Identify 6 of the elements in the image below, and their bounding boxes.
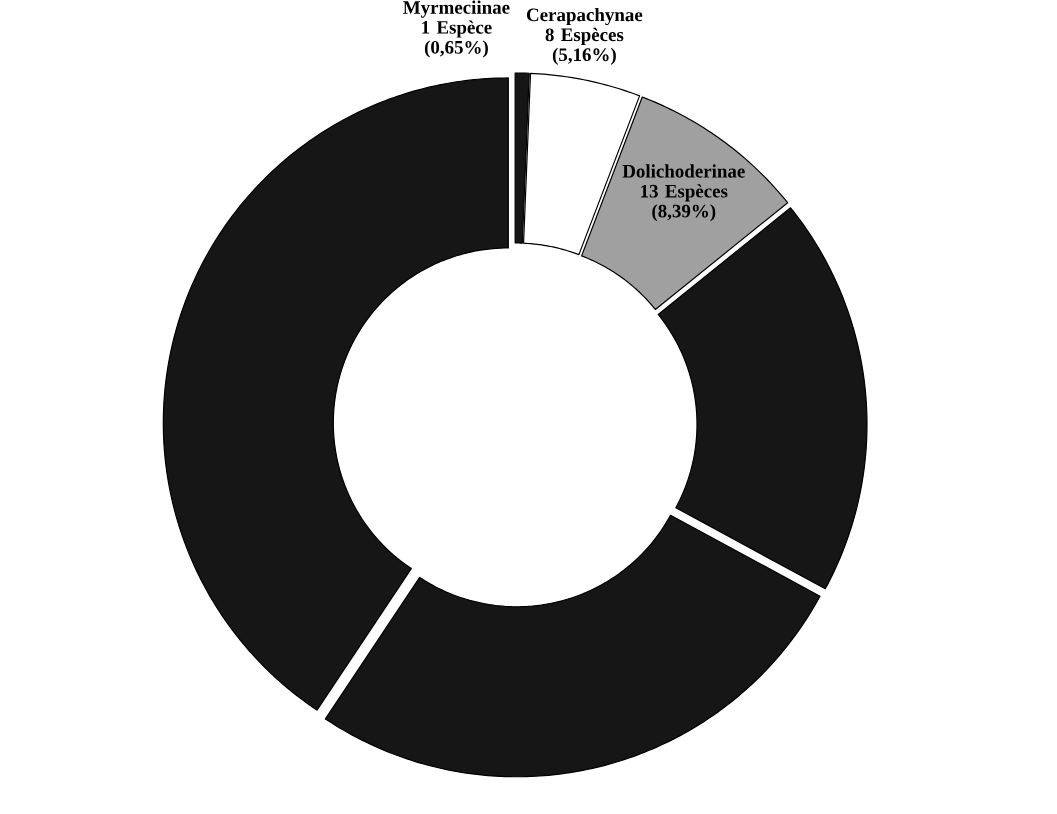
slice-label: Dolichoderinae <box>622 164 745 178</box>
slice-label: Cerapachynae <box>526 7 643 26</box>
data-label: 8 Espèces (5,16%) <box>545 27 624 65</box>
data-label: 13 Espèces (8,39%) <box>641 184 728 222</box>
slice-label: Myrmeciinae <box>403 0 510 18</box>
data-label: 1 Espèce (0,65%) <box>422 20 492 58</box>
